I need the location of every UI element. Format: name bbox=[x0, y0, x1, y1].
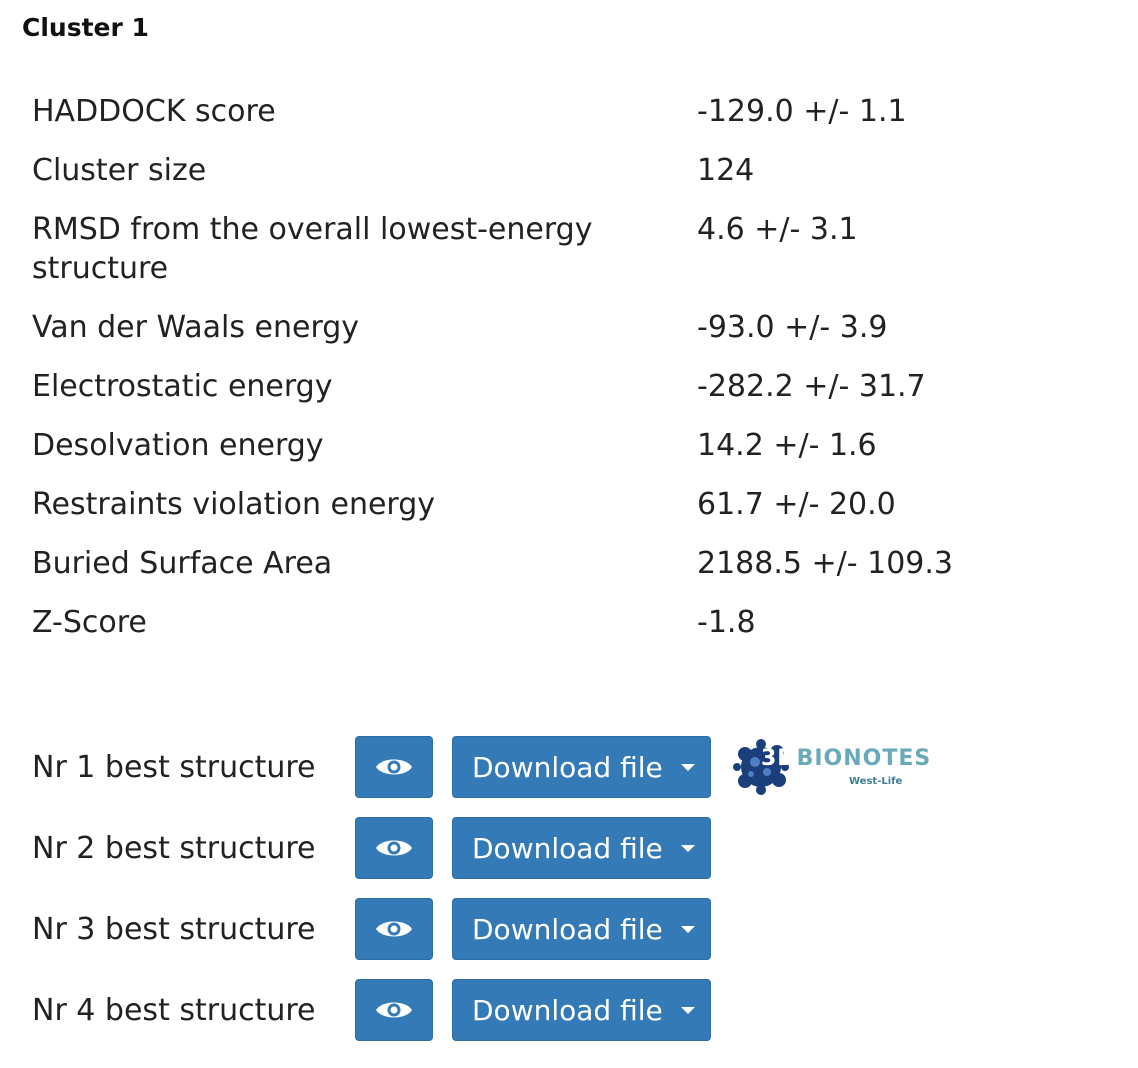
view-structure-button[interactable] bbox=[355, 736, 433, 798]
stat-label: Z-Score bbox=[32, 605, 147, 640]
caret-down-icon bbox=[680, 925, 695, 933]
bionotes-link[interactable]: 3DBIONOTES West-Life bbox=[731, 736, 930, 798]
bionotes-virus-icon bbox=[733, 739, 789, 795]
bionotes-subtitle: West-Life bbox=[849, 776, 903, 787]
bionotes-prefix: 3D bbox=[761, 746, 797, 771]
eye-icon bbox=[376, 759, 412, 775]
structure-row-1: Nr 1 best structure Download file bbox=[32, 736, 930, 798]
stat-label: Restraints violation energy bbox=[32, 487, 436, 522]
caret-down-icon bbox=[680, 1006, 695, 1014]
stat-value: -282.2 +/- 31.7 bbox=[697, 369, 926, 404]
structure-row-4: Nr 4 best structure Download file bbox=[32, 979, 911, 1041]
view-structure-button[interactable] bbox=[355, 898, 433, 960]
stat-value: -93.0 +/- 3.9 bbox=[697, 310, 888, 345]
caret-down-icon bbox=[680, 844, 695, 852]
structure-row-3: Nr 3 best structure Download file bbox=[32, 898, 911, 960]
stat-label: RMSD from the overall lowest-energy stru… bbox=[32, 212, 593, 286]
structure-row-2: Nr 2 best structure Download file bbox=[32, 817, 911, 879]
structure-label: Nr 4 best structure bbox=[32, 992, 316, 1028]
stat-label: Cluster size bbox=[32, 153, 207, 188]
stat-value: 61.7 +/- 20.0 bbox=[697, 487, 896, 522]
stat-value: 2188.5 +/- 109.3 bbox=[697, 546, 953, 581]
stat-value: 4.6 +/- 3.1 bbox=[697, 212, 858, 247]
stat-value: 14.2 +/- 1.6 bbox=[697, 428, 877, 463]
download-file-button[interactable]: Download file bbox=[452, 817, 711, 879]
download-file-label: Download file bbox=[472, 750, 663, 784]
eye-icon bbox=[376, 921, 412, 937]
stat-value: -129.0 +/- 1.1 bbox=[697, 94, 907, 129]
stat-row-electrostatic-energy: Electrostatic energy -282.2 +/- 31.7 bbox=[32, 363, 1032, 422]
stat-label: Desolvation energy bbox=[32, 428, 324, 463]
view-structure-button[interactable] bbox=[355, 979, 433, 1041]
structure-label: Nr 3 best structure bbox=[32, 911, 316, 947]
stat-label: Van der Waals energy bbox=[32, 310, 360, 345]
cluster-title: Cluster 1 bbox=[22, 13, 149, 42]
download-file-label: Download file bbox=[472, 831, 663, 865]
bionotes-logo-text: 3DBIONOTES bbox=[761, 746, 931, 771]
bionotes-name: BIONOTES bbox=[796, 746, 932, 771]
stat-value: 124 bbox=[697, 153, 755, 188]
best-structures-list: Nr 1 best structure Download file bbox=[32, 736, 930, 1060]
stat-row-buried-surface-area: Buried Surface Area 2188.5 +/- 109.3 bbox=[32, 540, 1032, 599]
stat-row-haddock-score: HADDOCK score -129.0 +/- 1.1 bbox=[32, 88, 1032, 147]
download-file-button[interactable]: Download file bbox=[452, 979, 711, 1041]
caret-down-icon bbox=[680, 763, 695, 771]
stat-value: -1.8 bbox=[697, 605, 756, 640]
cluster-stats-table: HADDOCK score -129.0 +/- 1.1 Cluster siz… bbox=[32, 88, 1032, 658]
download-file-label: Download file bbox=[472, 912, 663, 946]
stat-row-restraints-energy: Restraints violation energy 61.7 +/- 20.… bbox=[32, 481, 1032, 540]
eye-icon bbox=[376, 1002, 412, 1018]
download-file-button[interactable]: Download file bbox=[452, 736, 711, 798]
stat-label: Buried Surface Area bbox=[32, 546, 333, 581]
structure-label: Nr 1 best structure bbox=[32, 749, 316, 785]
stat-label: Electrostatic energy bbox=[32, 369, 333, 404]
download-file-button[interactable]: Download file bbox=[452, 898, 711, 960]
eye-icon bbox=[376, 840, 412, 856]
view-structure-button[interactable] bbox=[355, 817, 433, 879]
stat-row-desolvation-energy: Desolvation energy 14.2 +/- 1.6 bbox=[32, 422, 1032, 481]
stat-row-vdw-energy: Van der Waals energy -93.0 +/- 3.9 bbox=[32, 304, 1032, 363]
download-file-label: Download file bbox=[472, 993, 663, 1027]
stat-row-rmsd: RMSD from the overall lowest-energy stru… bbox=[32, 206, 1032, 304]
structure-label: Nr 2 best structure bbox=[32, 830, 316, 866]
stat-row-cluster-size: Cluster size 124 bbox=[32, 147, 1032, 206]
stat-label: HADDOCK score bbox=[32, 94, 276, 129]
stat-row-z-score: Z-Score -1.8 bbox=[32, 599, 1032, 658]
